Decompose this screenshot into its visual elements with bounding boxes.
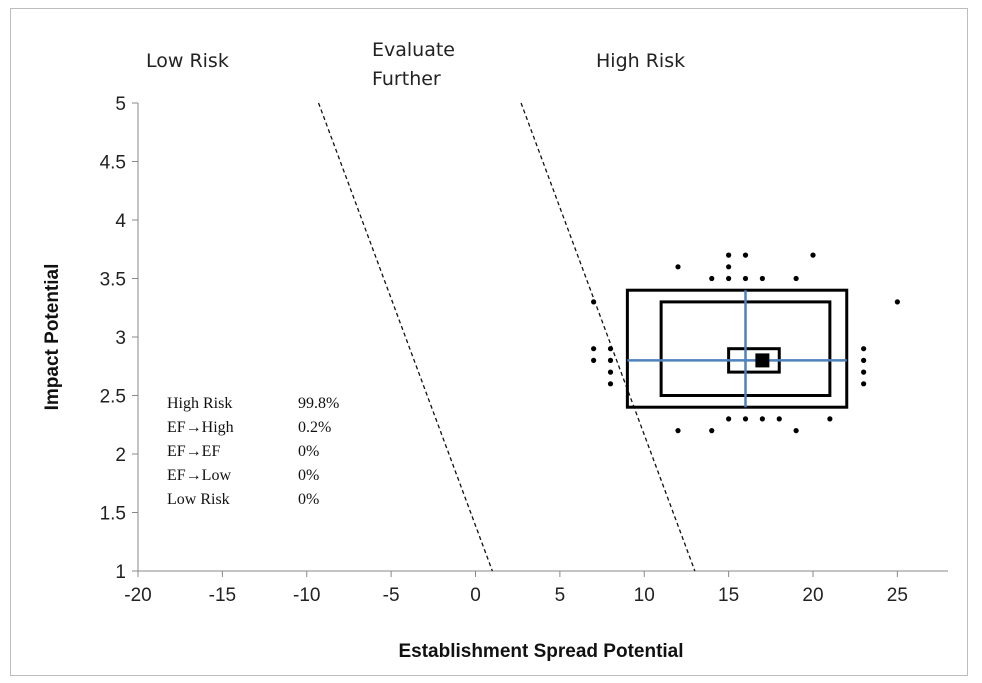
data-point	[861, 369, 867, 375]
stat-label: EF→EF	[167, 443, 220, 460]
data-point	[591, 357, 597, 363]
axes	[137, 103, 948, 572]
region-label: High Risk	[596, 50, 685, 72]
y-tick-label: 4.5	[100, 153, 126, 174]
data-point	[726, 416, 732, 422]
data-point	[726, 264, 732, 270]
data-point	[827, 416, 833, 422]
boundary-line	[520, 102, 696, 572]
center-marker	[755, 353, 770, 368]
data-point	[607, 357, 614, 363]
data-point	[759, 416, 765, 422]
data-point	[726, 275, 732, 282]
x-tick-label: 15	[718, 585, 739, 606]
x-axis-title: Establishment Spread Potential	[398, 641, 683, 662]
y-tick-label: 4	[115, 211, 126, 232]
data-point	[793, 428, 799, 434]
data-point	[591, 299, 597, 305]
stat-value: 99.8%	[298, 395, 339, 412]
region-label-line: High Risk	[596, 50, 685, 72]
data-point	[709, 275, 715, 282]
stat-value: 0%	[298, 491, 319, 508]
y-tick-label: 5	[115, 94, 126, 115]
region-label-line: Evaluate	[372, 39, 455, 61]
boxes	[625, 288, 849, 409]
data-point	[726, 252, 732, 258]
data-point	[607, 346, 614, 352]
region-labels: Low Risk Evaluate Further High Risk	[146, 39, 685, 90]
region-label: Evaluate Further	[372, 39, 455, 90]
data-point	[810, 252, 816, 258]
stat-label: EF→Low	[167, 467, 231, 484]
points	[591, 252, 900, 434]
y-tick-label: 2.5	[100, 387, 126, 408]
x-tick-label: 25	[887, 585, 908, 606]
x-tick-label: 20	[802, 585, 823, 606]
data-point	[861, 346, 867, 352]
y-tick-label: 3.5	[100, 270, 126, 291]
stats-table: High Risk 99.8% EF→High 0.2% EF→EF 0% EF→Low 0%…	[167, 395, 339, 508]
data-point	[591, 346, 597, 352]
data-point	[776, 416, 782, 422]
data-point	[607, 381, 614, 387]
data-point	[861, 357, 867, 363]
center-point	[755, 353, 770, 368]
data-point	[607, 369, 614, 375]
stat-label: Low Risk	[167, 491, 230, 508]
stat-value: 0%	[298, 467, 319, 484]
y-tick-label: 3	[115, 328, 126, 349]
y-tick-label: 1.5	[100, 504, 126, 525]
stat-label: High Risk	[167, 395, 232, 412]
data-point	[742, 275, 749, 282]
region-label-line: Further	[372, 68, 441, 90]
box	[625, 288, 849, 409]
data-point	[861, 381, 867, 387]
ticks: -20 -15 -10 -5 0 5 10 15 20 25 1 1.5 2 2.5 3 3.5 4 4.5 5	[100, 94, 908, 606]
stat-value: 0.2%	[298, 419, 331, 436]
region-label-line: Low Risk	[146, 50, 229, 72]
x-tick-label: 10	[634, 585, 655, 606]
x-tick-label: -5	[383, 585, 400, 606]
x-tick-label: 0	[470, 585, 481, 606]
crosshair	[627, 290, 847, 408]
data-point	[675, 428, 681, 434]
x-tick-label: -20	[124, 585, 151, 606]
y-tick-label: 2	[115, 445, 126, 466]
boundary-line	[317, 102, 493, 572]
data-point	[894, 299, 900, 305]
x-tick-label: -15	[209, 585, 236, 606]
stat-label: EF→High	[167, 419, 234, 436]
stat-value: 0%	[298, 443, 319, 460]
region-label: Low Risk	[146, 50, 229, 72]
data-point	[793, 275, 799, 282]
data-point	[742, 416, 749, 422]
data-point	[742, 252, 749, 258]
x-tick-label: 5	[555, 585, 566, 606]
chart-frame	[10, 8, 968, 676]
data-point	[709, 428, 715, 434]
x-tick-label: -10	[293, 585, 320, 606]
y-axis-title: Impact Potential	[42, 264, 63, 411]
y-tick-label: 1	[115, 562, 126, 583]
data-point	[675, 264, 681, 270]
data-point	[759, 275, 765, 282]
boundary-lines	[317, 102, 696, 572]
